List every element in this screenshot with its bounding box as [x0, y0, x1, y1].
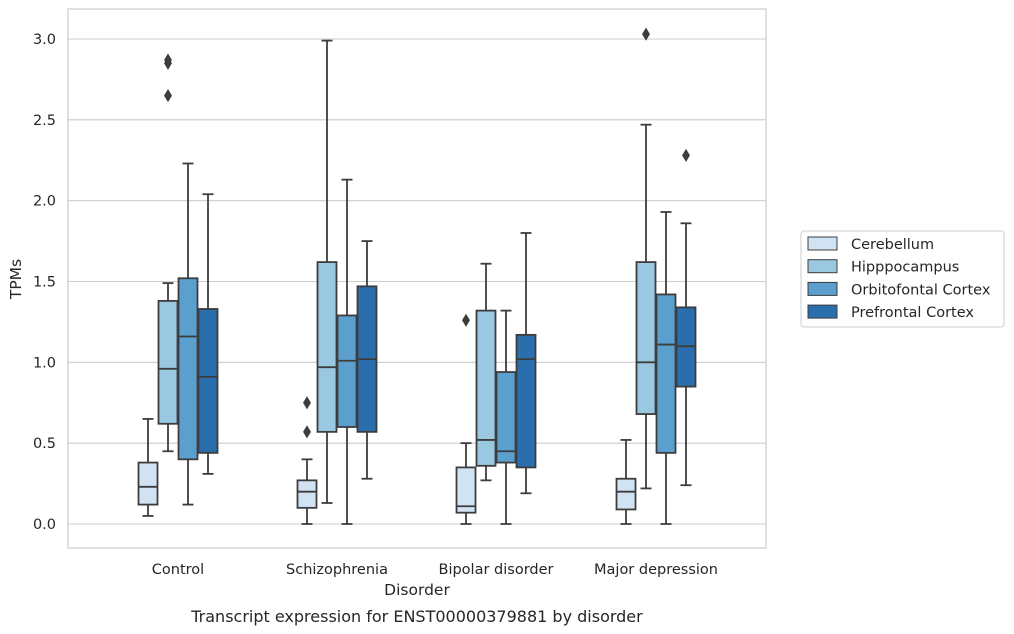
box-hipppocampus [157, 53, 179, 453]
box-iqr [515, 333, 537, 469]
box-prefrontal-cortex [197, 193, 219, 475]
outlier-point [303, 396, 311, 410]
box-iqr [296, 479, 318, 509]
box-layer [137, 27, 697, 525]
box-prefrontal-cortex [356, 240, 378, 480]
legend-frame [800, 230, 1005, 328]
outlier-point [164, 89, 172, 103]
legend-label: Cerebellum [851, 237, 934, 253]
legend-swatch [807, 259, 838, 274]
legend-swatch [807, 304, 838, 319]
box-prefrontal-cortex [515, 232, 537, 495]
box-orbitofontal-cortex [655, 211, 677, 525]
box-iqr [137, 461, 159, 506]
box-cerebellum [615, 439, 637, 525]
outlier-point [682, 148, 690, 162]
legend-label: Orbitofontal Cortex [851, 282, 991, 298]
y-tick-label: 3.0 [33, 32, 56, 48]
outlier-point [303, 425, 311, 439]
box-iqr [635, 261, 657, 415]
x-tick-label: Schizophrenia [286, 562, 388, 578]
y-tick-label: 0.0 [33, 517, 56, 533]
box-cerebellum [137, 418, 159, 517]
box-orbitofontal-cortex [336, 178, 358, 525]
box-cerebellum [455, 313, 477, 525]
box-iqr [157, 299, 179, 425]
box-iqr [455, 466, 477, 514]
x-tick-labels: Control Schizophrenia Bipolar disorder Majo… [152, 562, 718, 578]
box-hipppocampus [635, 27, 657, 490]
y-tick-label: 0.5 [33, 436, 56, 452]
chart-caption: Transcript expression for ENST0000037988… [190, 607, 643, 626]
box-iqr [475, 309, 497, 467]
legend-label: Hipppocampus [851, 260, 959, 276]
legend: Cerebellum Hipppocampus Orbitofontal Corte… [800, 230, 1005, 328]
outlier-point [462, 313, 470, 327]
outlier-point [164, 53, 172, 67]
legend-label: Prefrontal Cortex [851, 305, 974, 321]
box-iqr [197, 308, 219, 454]
box-hipppocampus [316, 39, 338, 504]
box-cerebellum [296, 396, 318, 525]
x-tick-label: Control [152, 562, 204, 578]
y-tick-label: 2.0 [33, 194, 56, 210]
plot-frame [67, 8, 767, 549]
outlier-point [642, 27, 650, 41]
x-tick-label: Major depression [594, 562, 718, 578]
box-iqr [316, 261, 338, 433]
legend-swatch [807, 281, 838, 296]
y-tick-label: 2.5 [33, 113, 56, 129]
box-iqr [177, 277, 199, 461]
x-tick-label: Bipolar disorder [439, 562, 554, 578]
box-hipppocampus [475, 262, 497, 482]
x-axis-title: Disorder [384, 581, 450, 599]
box-orbitofontal-cortex [177, 162, 199, 506]
box-iqr [655, 293, 677, 454]
box-iqr [495, 371, 517, 464]
y-tick-label: 1.5 [33, 275, 56, 291]
legend-items: Cerebellum Hipppocampus Orbitofontal Corte… [807, 236, 991, 321]
box-iqr [615, 477, 637, 511]
box-orbitofontal-cortex [495, 309, 517, 525]
legend-swatch [807, 236, 838, 251]
y-tick-labels: 0.0 0.5 1.0 1.5 2.0 2.5 3.0 [33, 32, 56, 533]
y-tick-label: 1.0 [33, 355, 56, 371]
box-prefrontal-cortex [675, 148, 697, 487]
y-axis-title: TPMs [7, 259, 25, 300]
box-iqr [336, 314, 358, 428]
